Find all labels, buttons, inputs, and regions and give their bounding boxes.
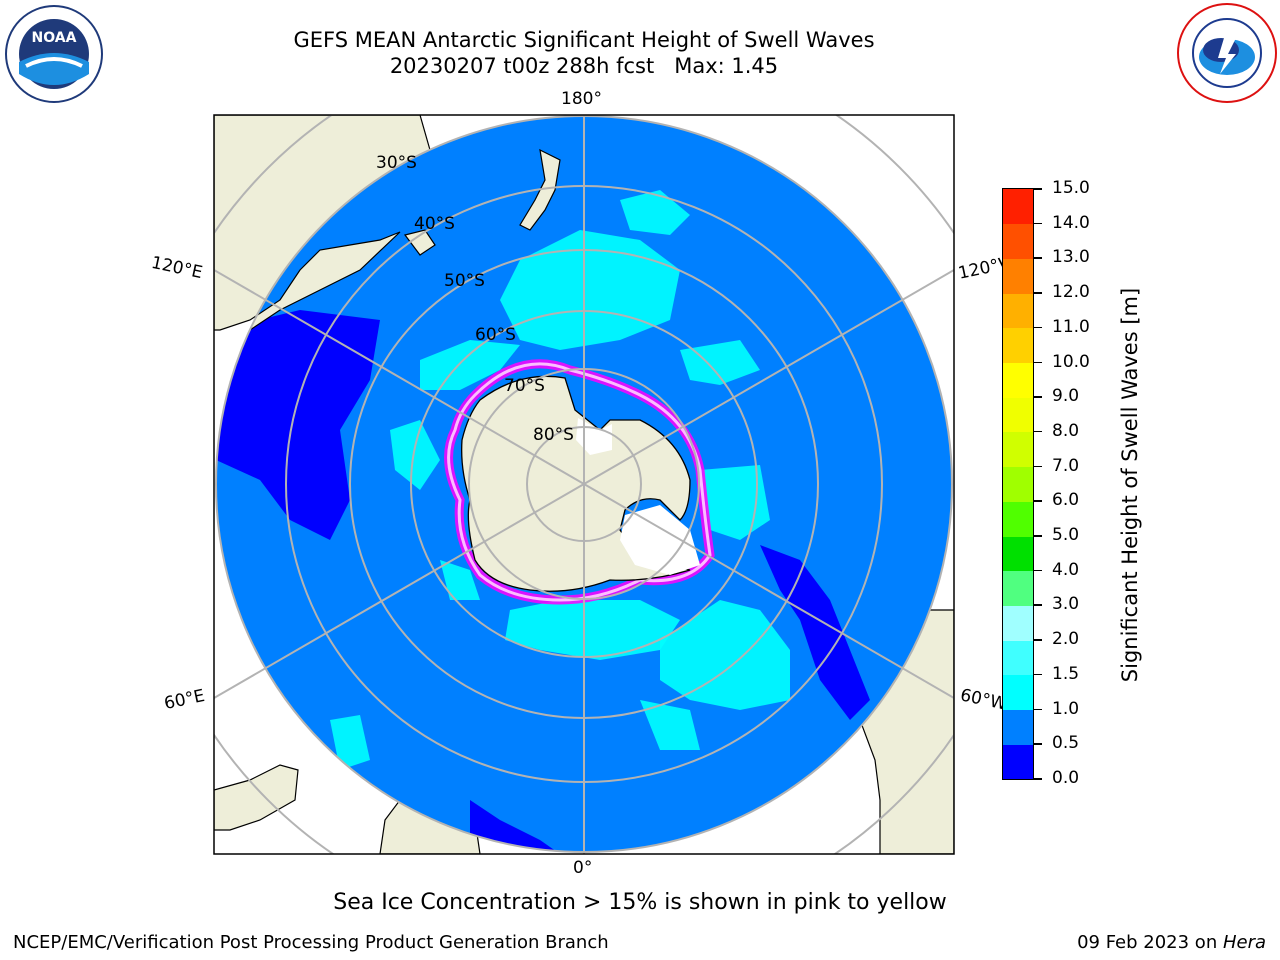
colorbar-tick xyxy=(1034,778,1042,780)
colorbar-segment xyxy=(1003,327,1033,364)
colorbar-tick-label: 4.0 xyxy=(1052,559,1080,580)
longitude-gridlines xyxy=(214,115,954,854)
colorbar-tick xyxy=(1034,430,1042,433)
swell-patch xyxy=(620,190,690,235)
colorbar-tick xyxy=(1034,222,1042,225)
swell-patch xyxy=(440,560,480,600)
lon-label-0: 0° xyxy=(573,858,593,878)
lat-label-30s: 30°S xyxy=(376,153,417,173)
colorbar-segment xyxy=(1003,536,1033,572)
footer-date-text: 09 Feb 2023 on xyxy=(1077,932,1223,953)
sea-ice-note: Sea Ice Concentration > 15% is shown in … xyxy=(333,890,947,915)
colorbar-segment xyxy=(1003,605,1033,641)
lat-label-40s: 40°S xyxy=(414,214,455,234)
colorbar-segment xyxy=(1003,362,1033,398)
colorbar-tick-label: 11.0 xyxy=(1052,316,1090,337)
colorbar-tick xyxy=(1034,188,1042,190)
footer-credit: NCEP/EMC/Verification Post Processing Pr… xyxy=(13,932,609,953)
noaa-logo: NOAA xyxy=(5,5,103,103)
australia-coast xyxy=(216,231,401,341)
colorbar-tick-label: 0.5 xyxy=(1052,733,1080,754)
swell-patch xyxy=(660,600,790,710)
colorbar-segment xyxy=(1003,293,1033,329)
colorbar-tick xyxy=(1034,604,1042,606)
colorbar-tick-label: 10.0 xyxy=(1052,351,1090,372)
colorbar-tick xyxy=(1034,639,1042,641)
colorbar-tick-label: 3.0 xyxy=(1052,594,1080,615)
tasmania-landmass xyxy=(403,229,436,256)
sea-ice-edge xyxy=(447,362,712,602)
colorbar-tick-label: 6.0 xyxy=(1052,490,1080,511)
colorbar-segment xyxy=(1003,466,1033,502)
lat-label-80s: 80°S xyxy=(533,425,574,445)
colorbar-tick-label: 12.0 xyxy=(1052,282,1090,303)
colorbar-tick xyxy=(1034,396,1042,398)
colorbar-segment xyxy=(1003,501,1033,537)
colorbar-tick-label: 0.0 xyxy=(1052,768,1080,788)
colorbar-segment xyxy=(1003,189,1033,225)
colorbar-tick xyxy=(1034,743,1042,745)
colorbar-tick xyxy=(1034,673,1042,676)
colorbar-segment xyxy=(1003,744,1033,780)
colorbar-tick-label: 15.0 xyxy=(1052,178,1090,198)
lat-label-50s: 50°S xyxy=(444,271,485,291)
colorbar-tick-label: 13.0 xyxy=(1052,247,1090,268)
colorbar-segment xyxy=(1003,431,1033,468)
colorbar-tick xyxy=(1034,569,1042,572)
colorbar-tick-label: 1.5 xyxy=(1052,663,1080,684)
colorbar-segment xyxy=(1003,397,1033,433)
swell-patch xyxy=(420,340,520,390)
colorbar-tick-label: 8.0 xyxy=(1052,420,1080,441)
colorbar-segment xyxy=(1003,570,1033,606)
colorbar-segment xyxy=(1003,674,1033,711)
colorbar-tick-label: 14.0 xyxy=(1052,212,1090,233)
colorbar-tick xyxy=(1034,361,1042,364)
colorbar-segment xyxy=(1003,223,1033,259)
colorbar-tick xyxy=(1034,465,1042,468)
colorbar-tick xyxy=(1034,708,1042,711)
weddell-ice xyxy=(620,505,700,575)
colorbar-tick xyxy=(1034,257,1042,259)
noaa-text: NOAA xyxy=(32,30,77,46)
swell-patch xyxy=(330,715,370,770)
colorbar-tick-label: 2.0 xyxy=(1052,629,1080,650)
colorbar xyxy=(1002,188,1034,780)
footer-host: Hera xyxy=(1222,932,1266,953)
swell-patch xyxy=(640,700,700,750)
colorbar-segment xyxy=(1003,709,1033,745)
chart-title: GEFS MEAN Antarctic Significant Height o… xyxy=(293,28,875,52)
swell-patch xyxy=(390,420,440,490)
madagascar-landmass xyxy=(214,764,299,831)
swell-patch xyxy=(505,600,680,660)
colorbar-tick xyxy=(1034,326,1042,329)
colorbar-tick xyxy=(1034,535,1042,537)
colorbar-tick-label: 9.0 xyxy=(1052,386,1080,407)
colorbar-tick-label: 5.0 xyxy=(1052,525,1080,546)
low-swell-region xyxy=(760,545,870,720)
lat-label-70s: 70°S xyxy=(504,376,545,396)
chart-subtitle: 20230207 t00z 288h fcst Max: 1.45 xyxy=(389,54,779,78)
nws-logo xyxy=(1177,3,1277,103)
footer-date: 09 Feb 2023 on Hera xyxy=(1077,932,1266,953)
colorbar-label: Significant Height of Swell Waves [m] xyxy=(1118,287,1142,683)
colorbar-tick xyxy=(1034,500,1042,502)
map-frame xyxy=(213,114,955,855)
low-swell-region xyxy=(216,310,380,540)
lon-label-180: 180° xyxy=(561,89,602,109)
colorbar-segment xyxy=(1003,640,1033,676)
colorbar-segment xyxy=(1003,258,1033,294)
colorbar-tick xyxy=(1034,292,1042,294)
colorbar-tick-label: 1.0 xyxy=(1052,698,1080,719)
colorbar-tick-label: 7.0 xyxy=(1052,455,1080,476)
swell-patch xyxy=(500,230,680,350)
lat-label-60s: 60°S xyxy=(475,325,516,345)
swell-patch xyxy=(680,340,760,385)
